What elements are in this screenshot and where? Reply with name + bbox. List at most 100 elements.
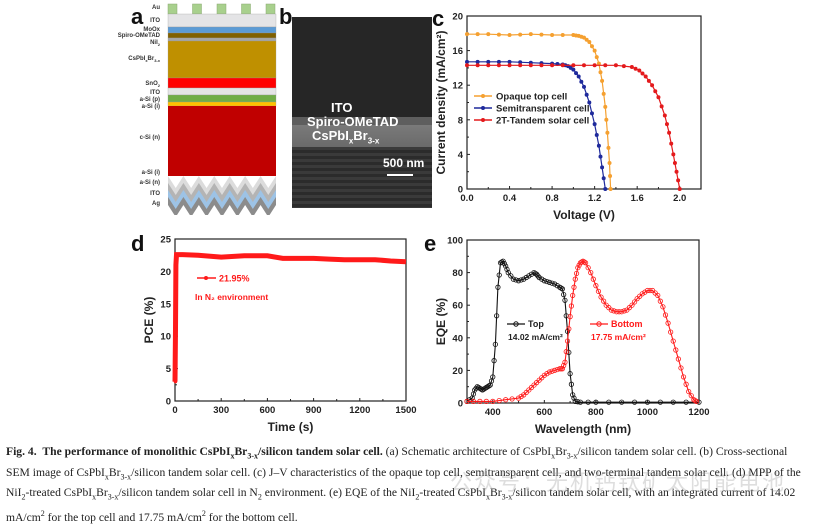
data-point <box>486 383 492 389</box>
caption-l3-br2: Br <box>490 486 502 500</box>
caption-title-sub1: x <box>230 451 235 461</box>
layer-a-si-i- <box>167 101 277 107</box>
data-point <box>546 279 553 285</box>
data-point <box>594 55 599 60</box>
y-tick-label: 15 <box>160 299 171 310</box>
data-point <box>600 78 605 83</box>
data-point <box>507 59 512 64</box>
data-point <box>667 130 672 135</box>
data-point <box>655 292 661 299</box>
layer-spiro-ometad <box>167 32 277 39</box>
label-ag: Ag <box>152 201 160 207</box>
label-ito-bot: ITO <box>150 191 160 197</box>
data-point <box>590 276 596 282</box>
data-point <box>573 270 580 277</box>
data-point <box>664 122 669 127</box>
data-point <box>677 186 682 191</box>
data-point <box>477 398 483 404</box>
data-point <box>642 289 648 295</box>
mpp-chart: 0 300 600 900 1200 1500 0 5 10 15 20 25 Time (s) PCE … <box>142 235 417 435</box>
data-point <box>605 130 610 135</box>
data-point <box>503 263 509 269</box>
data-point <box>562 359 568 365</box>
plot-frame <box>466 15 702 190</box>
data-point <box>613 63 618 68</box>
legend-note-bottom: 17.75 mA/cm² <box>591 332 646 342</box>
label-cspbi-sub1: x <box>145 58 148 64</box>
caption-l3-subx2: x <box>486 492 491 502</box>
data-point <box>483 384 489 391</box>
label-moox-text: MoOx <box>143 27 160 33</box>
data-point <box>550 33 555 38</box>
label-sno2-text: SnO <box>145 81 158 87</box>
data-point <box>579 79 584 84</box>
data-point <box>593 399 599 405</box>
data-point <box>611 308 617 314</box>
data-point <box>549 280 555 286</box>
caption-line-1: Fig. 4. The performance of monolithic Cs… <box>6 444 818 465</box>
data-point <box>496 59 501 64</box>
data-point <box>465 32 470 37</box>
legend-label-bottom: Bottom <box>611 319 643 329</box>
data-point <box>588 269 594 276</box>
data-point <box>486 63 491 68</box>
data-point <box>564 338 571 344</box>
x-tick-label: 0.4 <box>503 193 517 204</box>
legend-marker <box>481 106 485 110</box>
data-point <box>621 308 627 314</box>
data-point <box>585 265 591 271</box>
data-point <box>584 37 589 42</box>
data-point <box>554 283 560 289</box>
data-point <box>549 368 555 374</box>
sem-label-cspbi: CsPbIxBr3-x <box>312 129 379 146</box>
y-tick-label: 0 <box>458 185 463 196</box>
caption-l3-f: /silicon tandem solar cell, with an inte… <box>512 486 796 500</box>
data-point <box>563 349 569 355</box>
data-point <box>608 186 613 191</box>
y-tick-label: 20 <box>452 366 463 377</box>
legend-marker <box>481 118 485 122</box>
caption-fig-label: Fig. 4. <box>6 445 37 458</box>
data-point <box>604 117 609 122</box>
y-tick-label: 12 <box>452 81 463 92</box>
data-point <box>558 285 564 291</box>
data-point <box>592 122 597 127</box>
panel-b-letter: b <box>279 4 293 29</box>
caption-l3-d: environment. (e) EQE of the NiI <box>261 486 416 500</box>
data-point <box>582 260 589 266</box>
layer-a-si-p- <box>167 94 277 103</box>
y-tick-label: 16 <box>452 46 463 57</box>
data-point <box>475 384 482 391</box>
data-point <box>497 260 504 266</box>
data-point <box>564 328 571 334</box>
data-point <box>570 392 576 398</box>
label-sno2-sub: 2 <box>157 83 160 89</box>
data-point <box>496 63 501 68</box>
y-tick-label: 20 <box>452 12 463 23</box>
series-line-0 <box>466 260 699 403</box>
data-point <box>518 277 524 283</box>
caption-l4-a: mA/cm <box>6 510 41 524</box>
data-point <box>693 398 700 404</box>
data-point <box>562 297 568 303</box>
data-point <box>601 91 606 96</box>
data-point <box>585 399 591 405</box>
data-point <box>521 276 527 282</box>
data-point <box>544 371 550 377</box>
data-point <box>515 278 522 284</box>
y-tick-label: 20 <box>160 267 171 278</box>
data-point <box>657 399 663 405</box>
data-point <box>539 276 545 282</box>
sem-label-cspbi-br: Br <box>353 128 368 143</box>
layer-ag <box>168 197 276 215</box>
data-point <box>644 399 651 405</box>
data-point <box>581 259 587 265</box>
legend-marker-top <box>513 321 519 327</box>
data-point <box>673 347 679 353</box>
data-point <box>643 74 648 79</box>
data-point <box>660 304 666 310</box>
label-cspbi: CsPbIxBr3-x <box>100 56 160 63</box>
caption-l1-pre: (a) Schematic architecture of CsPbI <box>382 445 552 458</box>
layer-cspbixbr3-x <box>167 40 277 79</box>
data-point <box>686 388 692 395</box>
